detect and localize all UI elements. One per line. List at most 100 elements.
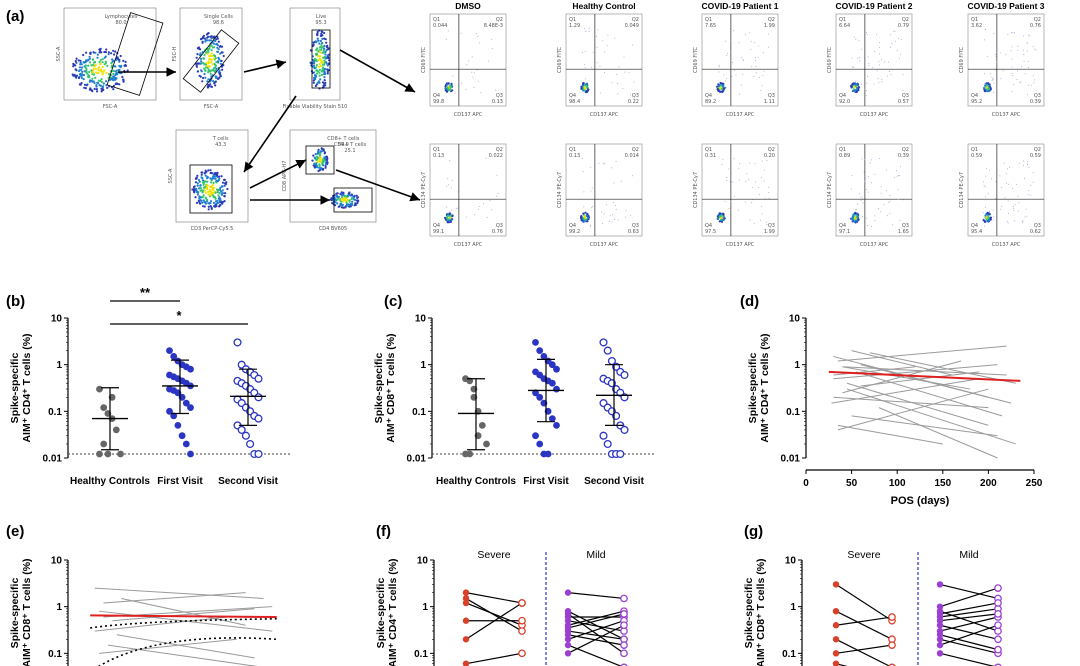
event-dot bbox=[340, 198, 343, 202]
event-dot bbox=[718, 212, 721, 215]
event-dot bbox=[212, 201, 216, 204]
event-dot bbox=[864, 175, 866, 177]
event-dot bbox=[118, 58, 121, 61]
event-dot bbox=[877, 78, 879, 79]
event-dot bbox=[868, 63, 870, 65]
event-dot bbox=[888, 71, 890, 72]
event-dot bbox=[321, 37, 324, 41]
event-dot bbox=[111, 64, 114, 67]
event-dot bbox=[857, 218, 860, 221]
event-dot bbox=[100, 78, 103, 81]
event-dot bbox=[225, 182, 228, 186]
event-dot bbox=[446, 185, 448, 187]
event-dot bbox=[989, 86, 992, 89]
event-dot bbox=[449, 220, 452, 223]
paired-line bbox=[567, 644, 623, 666]
event-dot bbox=[588, 27, 590, 29]
event-dot bbox=[1026, 50, 1028, 52]
event-dot bbox=[317, 169, 320, 173]
quadrant-q1-value: 6.64 bbox=[839, 23, 850, 29]
group-label-severe: Severe bbox=[847, 549, 880, 561]
event-dot bbox=[632, 175, 634, 177]
aim-plot-frame bbox=[967, 13, 1045, 107]
y-tick-label: 1 bbox=[422, 602, 428, 613]
gate-name: Lymphocytes bbox=[105, 14, 138, 20]
event-dot bbox=[768, 46, 769, 48]
data-point-second bbox=[620, 621, 628, 630]
event-dot bbox=[1001, 205, 1003, 207]
data-point bbox=[170, 353, 178, 360]
event-dot bbox=[496, 195, 498, 197]
event-dot bbox=[590, 190, 592, 192]
event-dot bbox=[478, 206, 480, 207]
event-dot bbox=[874, 173, 876, 175]
event-dot bbox=[729, 181, 731, 183]
event-dot bbox=[315, 64, 318, 67]
event-dot bbox=[219, 75, 222, 78]
event-dot bbox=[1028, 66, 1029, 68]
paired-line bbox=[939, 638, 999, 654]
event-dot bbox=[460, 32, 462, 34]
event-dot bbox=[1000, 187, 1002, 188]
event-dot bbox=[78, 66, 82, 69]
event-dot bbox=[890, 46, 891, 48]
patient-trajectory bbox=[112, 608, 255, 622]
event-dot bbox=[768, 192, 770, 193]
event-dot bbox=[755, 60, 757, 62]
paired-line bbox=[835, 610, 893, 640]
data-point bbox=[548, 379, 556, 387]
event-dot bbox=[321, 160, 324, 163]
event-dot bbox=[349, 194, 352, 197]
data-point-first bbox=[936, 641, 944, 649]
event-dot bbox=[312, 81, 315, 84]
event-dot bbox=[351, 200, 354, 203]
event-dot bbox=[486, 217, 488, 218]
data-point-first bbox=[936, 650, 944, 657]
event-dot bbox=[749, 162, 750, 164]
event-dot bbox=[89, 52, 92, 55]
event-dot bbox=[1017, 49, 1019, 51]
event-dot bbox=[319, 65, 322, 68]
event-dot bbox=[1030, 85, 1032, 87]
event-dot bbox=[219, 204, 222, 207]
event-dot bbox=[1000, 78, 1002, 80]
patient-trajectory bbox=[842, 366, 971, 390]
event-dot bbox=[112, 69, 115, 72]
data-point bbox=[166, 347, 173, 354]
event-dot bbox=[1011, 73, 1013, 74]
event-dot bbox=[350, 203, 354, 206]
event-dot bbox=[491, 48, 493, 50]
event-dot bbox=[209, 72, 212, 75]
event-dot bbox=[853, 85, 856, 89]
paired-line bbox=[835, 644, 893, 654]
patient-trajectory bbox=[833, 364, 998, 380]
event-dot bbox=[858, 216, 860, 218]
gating-plot-frame bbox=[175, 129, 249, 223]
event-dot bbox=[720, 88, 724, 91]
paired-line bbox=[939, 613, 999, 622]
quadrant-label-q2: Q2 bbox=[496, 147, 503, 153]
aim-x-label: CD137 APC bbox=[590, 242, 619, 248]
event-dot bbox=[77, 59, 80, 62]
event-dot bbox=[193, 185, 196, 188]
event-dot bbox=[1011, 32, 1013, 34]
event-dot bbox=[602, 223, 604, 224]
event-dot bbox=[992, 209, 994, 211]
data-point bbox=[483, 440, 490, 448]
event-dot bbox=[318, 160, 321, 163]
event-dot bbox=[214, 64, 217, 67]
quadrant-q3-value: 1.99 bbox=[764, 229, 775, 235]
aim-y-label: CD134 PE-Cy7 bbox=[421, 172, 427, 208]
event-dot bbox=[218, 199, 221, 202]
event-dot bbox=[215, 43, 218, 46]
gating-x-label: CD3 PerCP-Cy5.5 bbox=[191, 226, 234, 232]
aim-flow-grid: DMSO Healthy Control COVID-19 Patient 1 COV… bbox=[421, 1, 1045, 248]
event-dot bbox=[209, 188, 212, 191]
event-dot bbox=[738, 179, 740, 181]
quadrant-q1-value: 0.13 bbox=[569, 153, 580, 159]
event-dot bbox=[993, 219, 994, 221]
event-dot bbox=[880, 186, 882, 188]
event-dot bbox=[105, 71, 108, 74]
event-dot bbox=[987, 89, 990, 93]
